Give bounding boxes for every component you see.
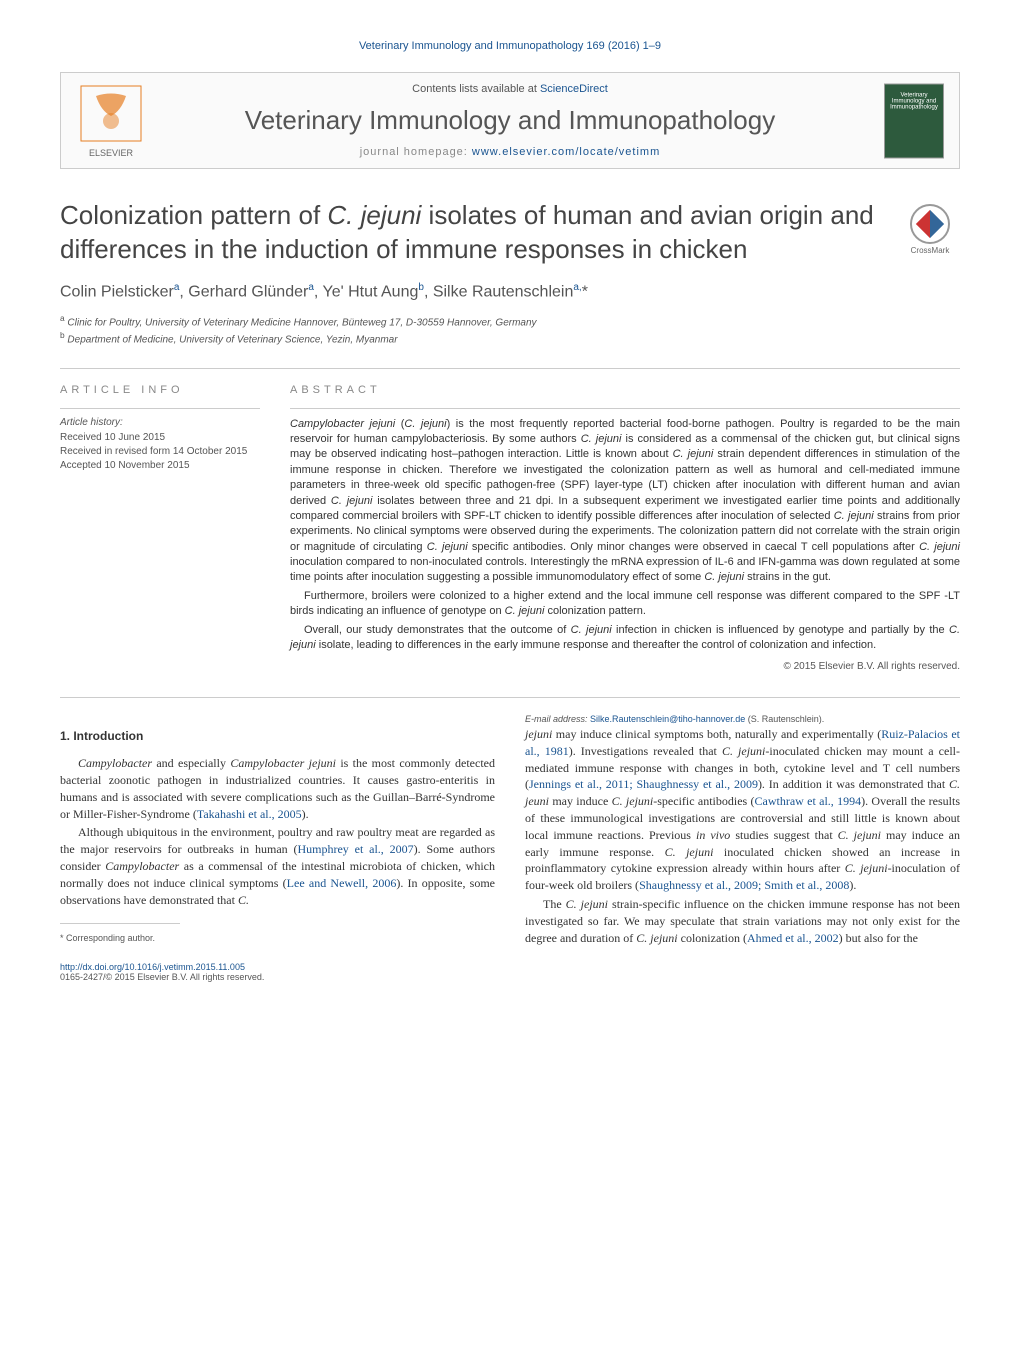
divider bbox=[290, 408, 960, 409]
svg-text:ELSEVIER: ELSEVIER bbox=[89, 148, 134, 158]
abstract-paragraph: Furthermore, broilers were colonized to … bbox=[290, 589, 960, 620]
journal-header-box: ELSEVIER Veterinary Immunology and Immun… bbox=[60, 72, 960, 169]
journal-homepage-link[interactable]: www.elsevier.com/locate/vetimm bbox=[472, 146, 660, 158]
divider bbox=[60, 368, 960, 369]
author-list: Colin Pielstickera, Gerhard Glündera, Ye… bbox=[60, 282, 960, 301]
abstract-heading: abstract bbox=[290, 384, 960, 396]
accepted-date: Accepted 10 November 2015 bbox=[60, 459, 260, 473]
affiliation: a Clinic for Poultry, University of Vete… bbox=[60, 313, 960, 330]
section-heading: 1. Introduction bbox=[60, 728, 495, 745]
affiliation: b Department of Medicine, University of … bbox=[60, 330, 960, 347]
author-email-link[interactable]: Silke.Rautenschlein@tiho-hannover.de bbox=[590, 714, 745, 724]
journal-homepage-line: journal homepage: www.elsevier.com/locat… bbox=[81, 146, 939, 158]
issn-copyright: 0165-2427/© 2015 Elsevier B.V. All right… bbox=[60, 972, 264, 982]
page-footer: http://dx.doi.org/10.1016/j.vetimm.2015.… bbox=[60, 962, 960, 982]
journal-cover-thumbnail: Veterinary Immunology and Immunopatholog… bbox=[884, 83, 944, 158]
doi-link[interactable]: http://dx.doi.org/10.1016/j.vetimm.2015.… bbox=[60, 962, 245, 972]
revised-date: Received in revised form 14 October 2015 bbox=[60, 445, 260, 459]
article-history-label: Article history: bbox=[60, 417, 260, 428]
body-paragraph: Campylobacter and especially Campylobact… bbox=[60, 755, 495, 822]
article-title: Colonization pattern of C. jejuni isolat… bbox=[60, 199, 880, 267]
divider bbox=[60, 697, 960, 698]
body-paragraph: jejuni may induce clinical symptoms both… bbox=[525, 726, 960, 894]
crossmark-label: CrossMark bbox=[911, 246, 950, 255]
running-header: Veterinary Immunology and Immunopatholog… bbox=[60, 40, 960, 52]
corresponding-author-note: * Corresponding author. bbox=[60, 932, 495, 945]
footnote-separator bbox=[60, 923, 180, 924]
email-footnote: E-mail address: Silke.Rautenschlein@tiho… bbox=[525, 713, 960, 726]
received-date: Received 10 June 2015 bbox=[60, 431, 260, 445]
body-text: 1. Introduction Campylobacter and especi… bbox=[60, 713, 960, 946]
abstract-copyright: © 2015 Elsevier B.V. All rights reserved… bbox=[290, 661, 960, 672]
body-paragraph: The C. jejuni strain-specific influence … bbox=[525, 896, 960, 946]
abstract-paragraph: Campylobacter jejuni (C. jejuni) is the … bbox=[290, 417, 960, 586]
abstract-block: abstract Campylobacter jejuni (C. jejuni… bbox=[290, 384, 960, 673]
contents-list-line: Contents lists available at ScienceDirec… bbox=[81, 83, 939, 95]
crossmark-icon bbox=[910, 204, 950, 244]
article-info-block: article info Article history: Received 1… bbox=[60, 384, 260, 673]
abstract-text: Campylobacter jejuni (C. jejuni) is the … bbox=[290, 417, 960, 654]
journal-name: Veterinary Immunology and Immunopatholog… bbox=[81, 105, 939, 136]
divider bbox=[60, 408, 260, 409]
crossmark-badge[interactable]: CrossMark bbox=[900, 199, 960, 259]
body-paragraph: Although ubiquitous in the environment, … bbox=[60, 824, 495, 908]
abstract-paragraph: Overall, our study demonstrates that the… bbox=[290, 623, 960, 654]
affiliations: a Clinic for Poultry, University of Vete… bbox=[60, 313, 960, 348]
article-info-heading: article info bbox=[60, 384, 260, 396]
elsevier-logo: ELSEVIER bbox=[76, 81, 146, 161]
sciencedirect-link[interactable]: ScienceDirect bbox=[540, 83, 608, 95]
